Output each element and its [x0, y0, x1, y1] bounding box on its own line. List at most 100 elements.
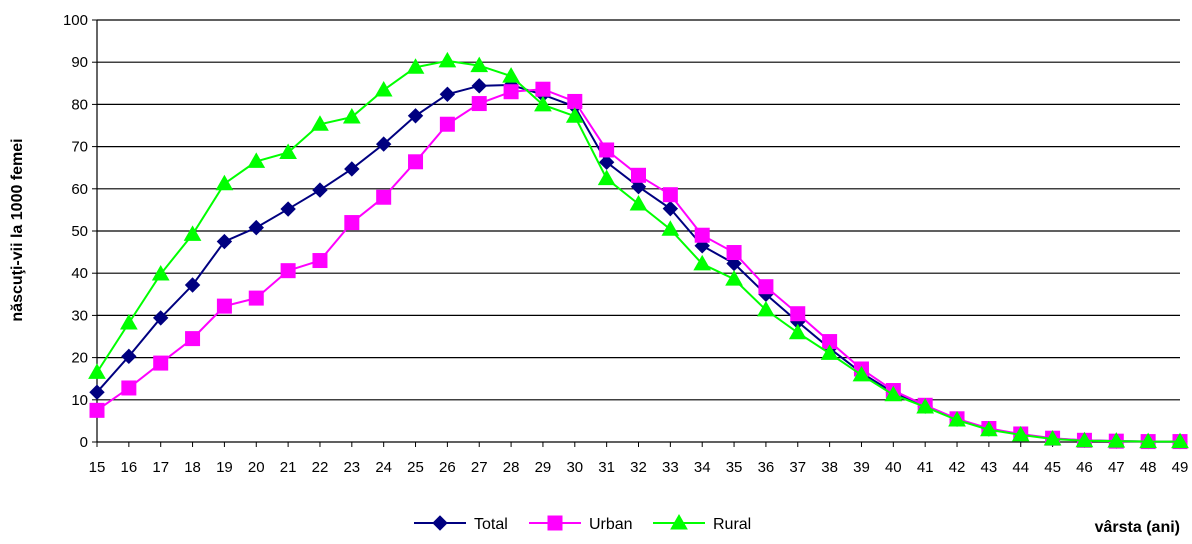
y-tick-label: 40 — [71, 265, 88, 282]
data-point-rural — [948, 411, 966, 427]
legend-marker — [547, 515, 563, 531]
data-point-rural — [757, 300, 775, 317]
data-point-rural — [470, 56, 489, 73]
data-point-urban — [790, 306, 806, 322]
data-point-total — [312, 182, 328, 198]
data-point-urban — [439, 116, 455, 132]
data-point-rural — [980, 420, 998, 437]
legend-marker — [670, 513, 688, 530]
data-point-rural — [565, 107, 584, 123]
series — [88, 51, 1189, 450]
data-point-rural — [1011, 425, 1030, 442]
x-tick-label: 15 — [89, 459, 106, 476]
series-line-rural — [96, 59, 1180, 443]
data-point-urban — [121, 380, 137, 396]
data-point-rural — [629, 194, 648, 211]
data-point-rural — [119, 313, 138, 330]
series-line-urban — [96, 88, 1180, 443]
data-point-rural — [1107, 432, 1126, 448]
y-tick-labels: 0 10 20 30 40 50 60 70 80 90 100 — [63, 12, 88, 451]
data-point-urban — [503, 84, 519, 100]
data-point-rural — [725, 270, 743, 286]
data-point-urban — [344, 215, 360, 231]
x-tick-label: 16 — [121, 459, 138, 476]
y-tick-label: 90 — [71, 54, 88, 71]
data-point-urban — [408, 154, 424, 170]
data-point-urban — [758, 279, 774, 295]
data-point-rural — [1171, 432, 1189, 449]
data-point-rural — [342, 108, 361, 124]
data-point-urban — [216, 298, 232, 314]
data-point-rural — [215, 174, 234, 191]
x-tick-label: 46 — [1076, 459, 1093, 476]
x-tick-label: 45 — [1044, 459, 1061, 476]
x-tick-labels: 15 16 17 18 19 20 21 22 23 24 25 26 27 28 29 30 31 32 33 34… — [89, 459, 1189, 476]
data-point-rural — [1043, 430, 1062, 446]
x-tick-label: 21 — [280, 459, 297, 476]
data-point-rural — [884, 385, 903, 402]
x-tick-label: 26 — [439, 459, 456, 476]
x-tick-label: 39 — [853, 459, 870, 476]
data-point-total — [598, 154, 615, 170]
x-tick-label: 33 — [662, 459, 679, 476]
series-total — [89, 77, 1188, 450]
legend-marker — [432, 515, 448, 531]
x-tick-label: 24 — [375, 459, 392, 476]
data-point-total — [121, 348, 137, 365]
data-point-total — [662, 200, 679, 217]
y-tick-label: 60 — [71, 181, 88, 198]
x-tick-label: 27 — [471, 459, 488, 476]
data-point-rural — [151, 265, 170, 281]
data-point-rural — [1075, 431, 1094, 448]
y-tick-label: 70 — [71, 139, 88, 156]
x-tick-label: 31 — [598, 459, 615, 476]
data-point-rural — [852, 365, 871, 382]
x-tick-label: 35 — [726, 459, 743, 476]
data-point-rural — [788, 323, 807, 340]
x-tick-label: 38 — [821, 459, 838, 476]
data-point-urban — [726, 245, 742, 261]
x-tick-label: 19 — [216, 459, 233, 476]
data-point-rural — [279, 143, 297, 160]
x-axis-title: vârsta (ani) — [1095, 519, 1180, 536]
x-tick-label: 28 — [503, 459, 520, 476]
data-point-rural — [183, 225, 202, 241]
data-point-urban — [89, 402, 105, 418]
data-point-total — [375, 136, 392, 152]
y-tick-label: 30 — [71, 307, 88, 324]
x-tick-label: 22 — [312, 459, 329, 476]
data-point-total — [471, 78, 487, 94]
x-tick-label: 44 — [1012, 459, 1029, 476]
data-point-total — [280, 201, 296, 217]
x-tick-label: 25 — [407, 459, 424, 476]
legend-entry-rural: Rural — [653, 513, 751, 533]
data-point-urban — [248, 290, 264, 306]
data-point-total — [184, 277, 201, 293]
x-tick-label: 29 — [535, 459, 552, 476]
data-point-total — [216, 233, 233, 250]
y-tick-label: 0 — [80, 434, 88, 451]
data-point-total — [407, 108, 424, 124]
x-tick-label: 37 — [789, 459, 806, 476]
x-tick-label: 47 — [1108, 459, 1125, 476]
data-point-total — [248, 219, 264, 236]
y-tick-label: 100 — [63, 12, 88, 29]
series-rural — [88, 51, 1189, 449]
series-urban — [89, 81, 1188, 450]
x-tick-label: 18 — [184, 459, 201, 476]
data-point-rural — [1139, 432, 1158, 449]
data-point-rural — [374, 81, 393, 97]
legend-entry-urban: Urban — [529, 515, 633, 533]
legend-label: Total — [474, 516, 508, 533]
data-point-rural — [438, 51, 457, 68]
x-tick-label: 30 — [566, 459, 583, 476]
x-tick-label: 20 — [248, 459, 265, 476]
x-tick-label: 34 — [694, 459, 711, 476]
data-point-rural — [820, 344, 839, 360]
series-line-total — [96, 83, 1180, 443]
x-tick-label: 23 — [343, 459, 360, 476]
data-point-urban — [376, 189, 392, 205]
legend-label: Rural — [713, 516, 751, 533]
data-point-urban — [471, 96, 487, 112]
